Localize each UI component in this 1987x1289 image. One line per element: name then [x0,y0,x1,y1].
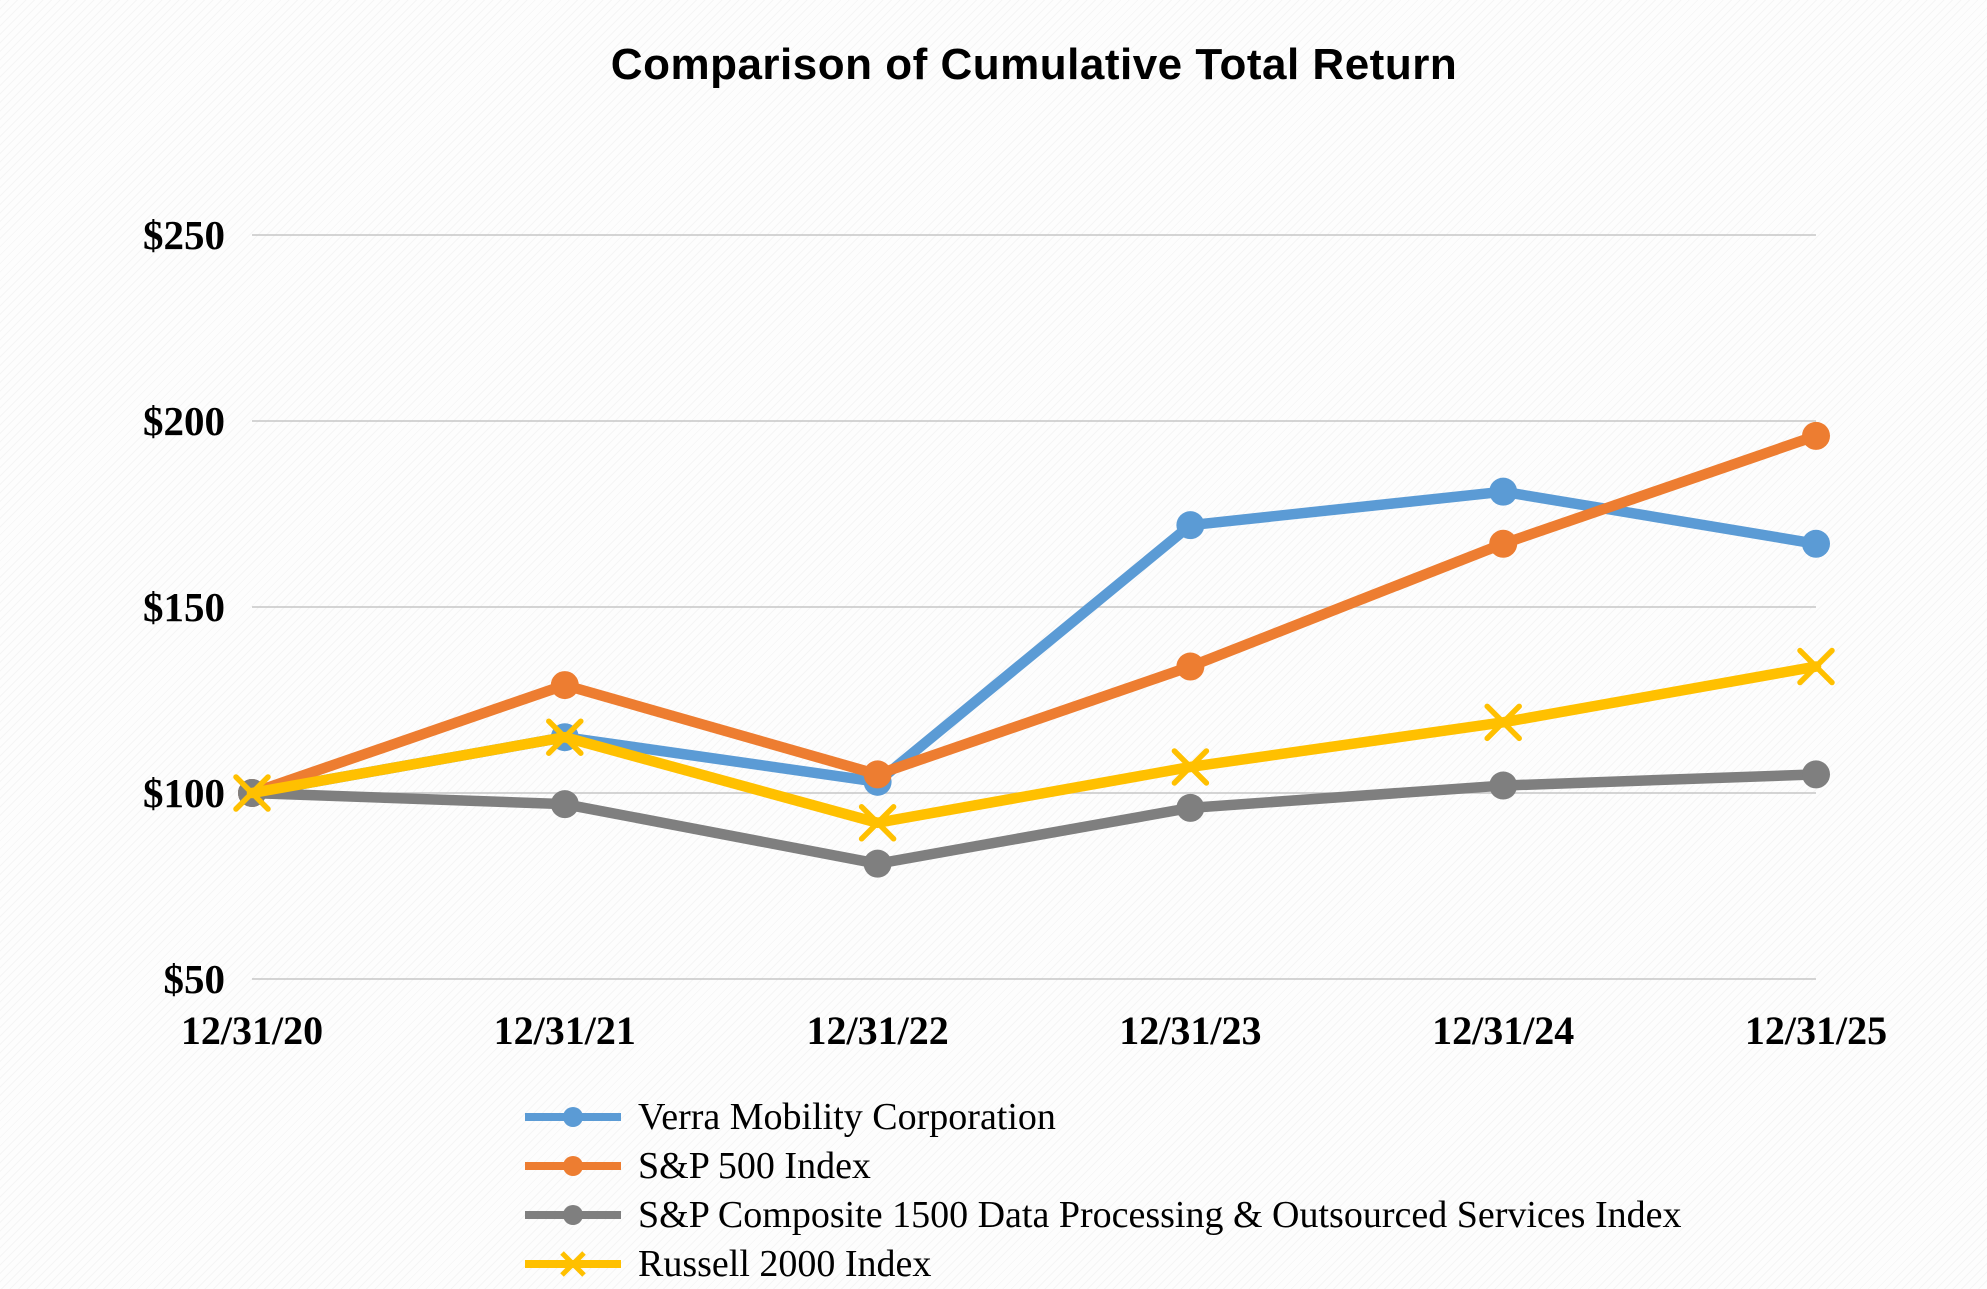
series-marker-verra-mobility-corporation [1489,477,1518,506]
y-axis-tick-label: $150 [143,584,225,630]
line-circle-marker-icon [525,1106,621,1127]
series-marker-s-p-composite-1500-data-processing-outsourced-services-index [550,790,579,819]
series-marker-russell-2000-index [858,804,897,842]
series-marker-s-p-500-index [550,671,579,700]
series-marker-russell-2000-index [1171,748,1210,786]
series-marker-s-p-composite-1500-data-processing-outsourced-services-index [1489,771,1518,800]
y-axis-tick-label: $200 [143,398,225,444]
series-marker-s-p-500-index [863,760,892,789]
series-line-russell-2000-index [246,661,1822,829]
series-marker-s-p-composite-1500-data-processing-outsourced-services-index [1802,760,1830,789]
x-axis-tick-label: 12/31/21 [494,1008,636,1053]
series-marker-russell-2000-index [1797,647,1835,686]
series-marker-russell-2000-index [1484,703,1522,742]
line-circle-marker-icon [525,1204,621,1225]
x-axis-tick-label: 12/31/24 [1432,1008,1574,1053]
legend-label: S&P Composite 1500 Data Processing & Out… [638,1193,1682,1236]
legend-label: Verra Mobility Corporation [638,1095,1056,1138]
x-axis-tick-label: 12/31/23 [1119,1008,1261,1053]
x-axis-tick-label: 12/31/25 [1745,1008,1887,1053]
series-marker-russell-2000-index [233,774,271,812]
y-axis-tick-label: $100 [143,770,225,816]
series-marker-s-p-composite-1500-data-processing-outsourced-services-index [1176,793,1205,822]
chart-title: Comparison of Cumulative Total Return [610,40,1458,89]
line-circle-marker-icon [525,1155,621,1176]
series-marker-s-p-composite-1500-data-processing-outsourced-services-index [863,849,892,878]
legend-item: S&P 500 Index [523,1141,1681,1190]
series-marker-verra-mobility-corporation [1176,511,1205,540]
series-marker-s-p-500-index [1802,421,1830,450]
series-marker-verra-mobility-corporation [1802,529,1830,558]
series-marker-russell-2000-index [546,718,584,756]
y-axis-tick-label: $50 [164,956,226,1002]
legend-label: S&P 500 Index [638,1144,871,1187]
y-axis-tick-label: $250 [143,212,225,258]
series-marker-s-p-500-index [1489,529,1518,558]
legend-label: Russell 2000 Index [638,1242,932,1285]
x-axis-tick-label: 12/31/22 [806,1008,948,1053]
x-axis-tick-label: 12/31/20 [181,1008,323,1053]
legend-item: Verra Mobility Corporation [523,1092,1681,1141]
legend-item: Russell 2000 Index [523,1239,1681,1288]
legend-item: S&P Composite 1500 Data Processing & Out… [523,1190,1681,1239]
series-line-s-p-composite-1500-data-processing-outsourced-services-index [246,769,1822,869]
series-marker-s-p-500-index [1176,652,1205,681]
line-x-marker-icon [525,1250,621,1277]
series-line-s-p-500-index [246,430,1822,799]
chart-legend: Verra Mobility Corporation S&P 500 Index… [523,1092,1681,1288]
